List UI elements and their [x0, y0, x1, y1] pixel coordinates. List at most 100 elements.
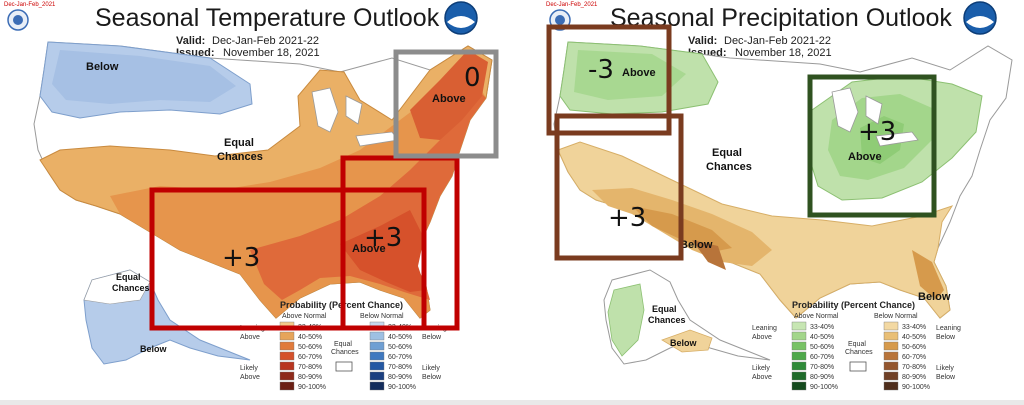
legend-below-swatch — [883, 381, 899, 391]
legend-below-swatch — [369, 331, 385, 341]
noaa-logo-icon — [963, 1, 997, 35]
legend-above-swatch — [791, 381, 807, 391]
noaa-logo-icon — [444, 1, 478, 35]
legend-likely-below-line2: Below — [422, 374, 442, 381]
legend-leaning-below-line2: Below — [936, 334, 956, 341]
label-alaska-equal-line1: Equal — [116, 272, 141, 282]
legend-above-swatch — [791, 321, 807, 331]
legend-below-bin-label: 60-70% — [388, 354, 412, 361]
legend-below-swatch — [883, 321, 899, 331]
label-alaska-below: Below — [670, 338, 698, 348]
legend-below-bin-label: 70-80% — [388, 364, 412, 371]
legend-above-bin-label: 40-50% — [810, 334, 834, 341]
legend-above-bin-label: 90-100% — [298, 384, 326, 391]
above-region-southeast-core — [250, 90, 486, 300]
label-above-northwest: Above — [622, 67, 656, 79]
annotation-northwest-value: -3 — [588, 55, 614, 85]
label-equal-chances-line2: Chances — [706, 161, 752, 173]
corner-stamp-text: Dec-Jan-Feb_2021 — [4, 2, 56, 8]
precipitation-outlook-map: Dec-Jan-Feb_2021 Seasonal Precipitation … — [546, 1, 1013, 391]
valid-period: Dec-Jan-Feb 2021-22 — [212, 35, 319, 47]
legend-above-bin-label: 50-60% — [298, 344, 322, 351]
legend-below-swatch — [369, 371, 385, 381]
legend-below-bin-label: 60-70% — [902, 354, 926, 361]
legend-below-swatch — [883, 351, 899, 361]
temperature-outlook-map: Dec-Jan-Feb_2021 Seasonal Temperature Ou… — [4, 1, 499, 391]
label-equal-chances-line1: Equal — [712, 147, 742, 159]
annotation-box-northwest — [546, 24, 672, 136]
legend-equal-line1: Equal — [848, 341, 866, 348]
legend-above-bin-label: 33-40% — [810, 324, 834, 331]
legend-above-swatch — [791, 361, 807, 371]
legend-above-swatch — [791, 331, 807, 341]
bottom-strip — [0, 400, 1024, 405]
legend-below-swatch — [369, 341, 385, 351]
precipitation-outlook-panel: Dec-Jan-Feb_2021 Seasonal Precipitation … — [512, 0, 1024, 405]
legend-likely-below-line1: Likely — [936, 365, 954, 372]
legend-leaning-below-line2: Below — [422, 334, 442, 341]
label-alaska-equal-line2: Chances — [112, 283, 150, 293]
legend-leaning-above-line1: Leaning — [752, 325, 777, 332]
legend-above-swatch — [279, 351, 295, 361]
annotation-south-central-value: +3 — [222, 243, 260, 273]
legend-below-bin-label: 80-90% — [388, 374, 412, 381]
label-equal-chances-line1: Equal — [224, 137, 254, 149]
legend-above-swatch — [279, 331, 295, 341]
label-above-southeast: Above — [352, 243, 386, 255]
label-alaska-equal-line1: Equal — [652, 304, 677, 314]
legend-above-swatch — [279, 361, 295, 371]
legend-leaning-below-line1: Leaning — [936, 325, 961, 332]
legend-below-bin-label: 90-100% — [388, 384, 416, 391]
legend-equal-line2: Chances — [845, 349, 873, 356]
legend-likely-below-line1: Likely — [422, 365, 440, 372]
noaa-stamp-logo: Dec-Jan-Feb_2021 — [4, 2, 56, 31]
legend-below-swatch — [883, 331, 899, 341]
legend-below-swatch — [883, 341, 899, 351]
legend-below-bin-label: 50-60% — [388, 344, 412, 351]
annotation-box-great-lakes — [807, 74, 937, 218]
legend-above-swatches: 33-40%40-50%50-60%60-70%70-80%80-90%90-1… — [791, 321, 838, 391]
legend-above-swatch — [791, 371, 807, 381]
legend-above-bin-label: 80-90% — [810, 374, 834, 381]
legend-below-swatch — [369, 351, 385, 361]
legend-above-swatch — [791, 341, 807, 351]
annotation-box-northeast — [393, 49, 499, 159]
label-above-northeast: Above — [432, 93, 466, 105]
legend-below-header: Below Normal — [874, 313, 918, 320]
legend-above-swatch — [279, 341, 295, 351]
legend-equal-swatch — [849, 361, 867, 372]
legend-above-bin-label: 60-70% — [810, 354, 834, 361]
annotation-great-lakes-value: +3 — [858, 117, 896, 147]
legend-above-bin-label: 80-90% — [298, 374, 322, 381]
legend-below-swatch — [369, 361, 385, 371]
valid-label: Valid: — [688, 35, 717, 47]
label-below-southwest: Below — [680, 239, 713, 251]
legend-below-bin-label: 90-100% — [902, 384, 930, 391]
legend-above-swatch — [791, 351, 807, 361]
label-below-northwest: Below — [86, 61, 119, 73]
legend-equal-swatch — [335, 361, 353, 372]
legend-likely-above-line2: Above — [752, 374, 772, 381]
legend-likely-above-line2: Above — [240, 374, 260, 381]
legend-above-swatches: 33-40%40-50%50-60%60-70%70-80%80-90%90-1… — [279, 321, 326, 391]
legend-below-header: Below Normal — [360, 313, 404, 320]
legend-above-swatch — [279, 371, 295, 381]
legend-likely-above-line1: Likely — [240, 365, 258, 372]
legend-below-bin-label: 50-60% — [902, 344, 926, 351]
legend-below-swatches: 33-40%40-50%50-60%60-70%70-80%80-90%90-1… — [369, 321, 416, 391]
temperature-outlook-panel: Dec-Jan-Feb_2021 Seasonal Temperature Ou… — [4, 1, 499, 391]
legend-equal-line1: Equal — [334, 341, 352, 348]
legend-above-bin-label: 40-50% — [298, 334, 322, 341]
annotation-box-south-central — [149, 187, 427, 331]
legend-above-bin-label: 70-80% — [810, 364, 834, 371]
legend-below-bin-label: 80-90% — [902, 374, 926, 381]
legend-likely-below-line2: Below — [936, 374, 956, 381]
annotation-box-southwest — [554, 113, 684, 261]
annotation-southeast-value: +3 — [364, 223, 402, 253]
legend-leaning-above-line2: Above — [752, 334, 772, 341]
legend-above-header: Above Normal — [282, 313, 327, 320]
label-alaska-equal-line2: Chances — [648, 315, 686, 325]
legend-leaning-above-line2: Above — [240, 334, 260, 341]
legend-below-bin-label: 70-80% — [902, 364, 926, 371]
legend-above-bin-label: 50-60% — [810, 344, 834, 351]
